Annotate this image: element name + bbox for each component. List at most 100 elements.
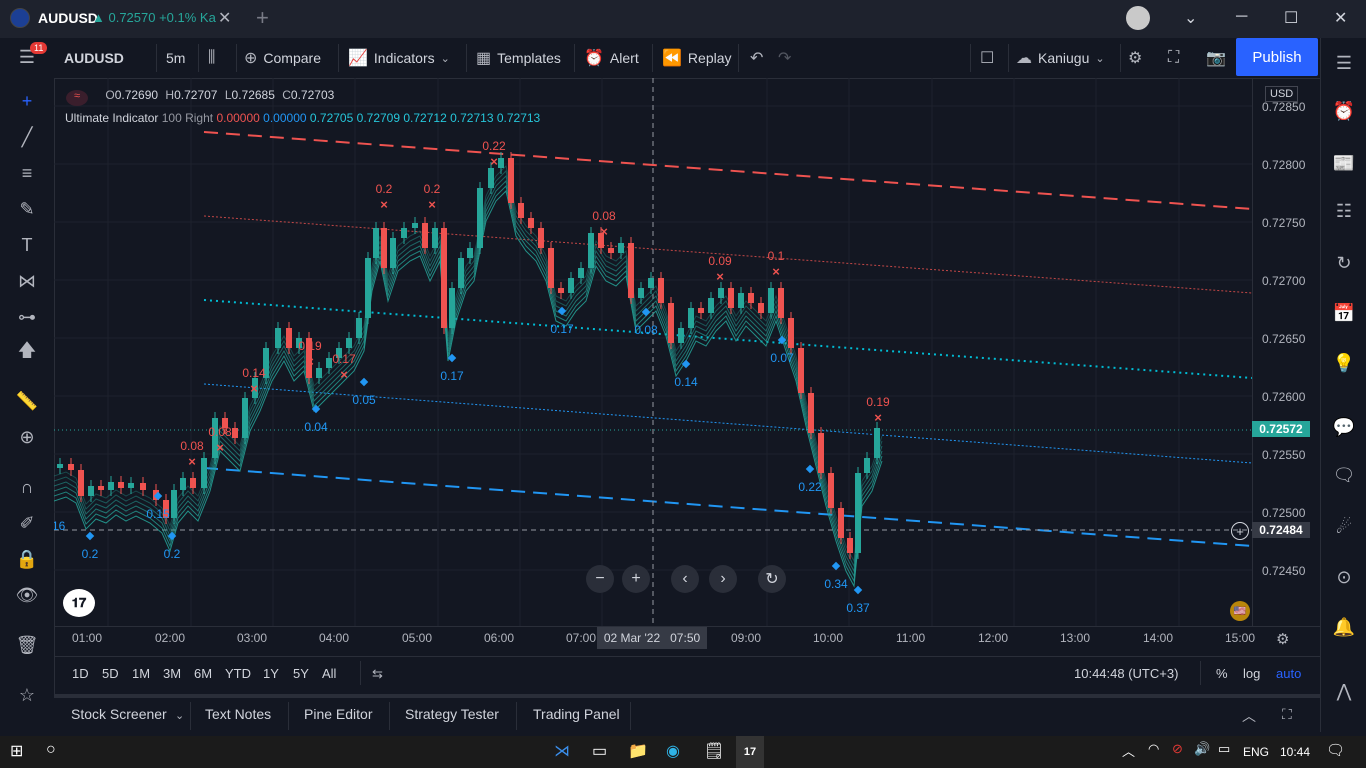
volume-icon[interactable]: 🔊: [1194, 741, 1211, 756]
symbol-search-button[interactable]: AUDUSD: [64, 38, 124, 78]
range-3m[interactable]: 3M: [163, 666, 182, 681]
crosshair-icon[interactable]: +: [21, 90, 33, 111]
tab-text-notes[interactable]: Text Notes: [205, 706, 272, 722]
close-window-icon[interactable]: ✕: [1334, 10, 1348, 27]
chat-icon[interactable]: 💬: [1332, 416, 1356, 437]
series-icon[interactable]: ≈: [66, 90, 88, 106]
range-1m[interactable]: 1M: [132, 666, 151, 681]
tab-strategy-tester[interactable]: Strategy Tester: [405, 706, 499, 722]
chart-type-button[interactable]: ⫼: [208, 38, 215, 78]
arrow-up-icon[interactable]: 🡅: [17, 340, 37, 360]
date-range-icon[interactable]: ⇆: [372, 666, 383, 681]
redo-button[interactable]: ↷: [778, 38, 791, 78]
zoom-in-button[interactable]: +: [622, 565, 650, 593]
maximize-icon[interactable]: ☐: [1284, 10, 1299, 27]
zoom-icon[interactable]: ⊕: [19, 426, 35, 447]
edge-icon[interactable]: ◉: [666, 743, 680, 760]
alert-button[interactable]: ⏰ Alert: [584, 38, 639, 78]
windows-start-icon[interactable]: ⊞: [10, 743, 24, 760]
range-5d[interactable]: 5D: [102, 666, 119, 681]
trendline-icon[interactable]: ╱: [21, 126, 33, 147]
close-tab-icon[interactable]: ✕: [218, 10, 232, 27]
currency-select[interactable]: USD: [1265, 86, 1299, 102]
trash-icon[interactable]: 🗑: [15, 634, 39, 655]
language-indicator[interactable]: ENG: [1243, 745, 1270, 759]
tradingview-app-icon[interactable]: 17: [736, 736, 764, 768]
avatar[interactable]: [1126, 6, 1150, 30]
chat-private-icon[interactable]: 🗨: [1332, 464, 1356, 485]
prediction-icon[interactable]: ⊶: [18, 306, 36, 327]
price-axis[interactable]: [1252, 78, 1321, 626]
gear-icon[interactable]: ⚙: [1276, 631, 1290, 648]
snapshot-button[interactable]: 📷: [1206, 38, 1226, 78]
news-icon[interactable]: 📰: [1332, 152, 1356, 173]
broadcast-icon[interactable]: ⊙: [1336, 566, 1352, 587]
range-all[interactable]: All: [322, 666, 337, 681]
chevron-up-icon[interactable]: ︿: [1242, 708, 1256, 724]
tab-stock-screener[interactable]: Stock Screener: [71, 706, 167, 722]
order-panel-icon[interactable]: ⋀: [1336, 680, 1352, 701]
browser-tab-audusd[interactable]: AUDUSD ▲ 0.72570 +0.1% Ka ✕: [0, 0, 242, 36]
star-icon[interactable]: ☆: [18, 684, 36, 705]
streams-icon[interactable]: ☄: [1335, 516, 1353, 537]
compare-button[interactable]: ⊕ Compare: [244, 38, 321, 78]
price-chart[interactable]: ×0.22×0.2×0.2×0.08×0.19×0.17×0.14×0.08×0…: [54, 78, 1252, 626]
vscode-icon[interactable]: ⋊: [554, 743, 570, 760]
indicators-button[interactable]: 📈 Indicators ⌄: [348, 38, 450, 78]
interval-button[interactable]: 5m: [166, 38, 185, 78]
range-5y[interactable]: 5Y: [293, 666, 309, 681]
clock-label[interactable]: 10:44:48 (UTC+3): [1074, 666, 1179, 681]
scroll-left-button[interactable]: ‹: [671, 565, 699, 593]
scroll-right-button[interactable]: ›: [709, 565, 737, 593]
folder-icon[interactable]: 📁: [628, 743, 648, 760]
bell-icon[interactable]: 🔔: [1332, 616, 1356, 637]
indicator-legend[interactable]: Ultimate Indicator 100 Right 0.00000 0.0…: [65, 111, 540, 125]
zoom-out-button[interactable]: −: [586, 565, 614, 593]
chevron-down-icon[interactable]: ⌄: [175, 710, 185, 722]
notepad-icon[interactable]: 🗒: [704, 743, 725, 760]
chevron-up-icon[interactable]: ︿: [1122, 744, 1136, 759]
tradingview-logo[interactable]: 𝟏𝟕: [63, 589, 95, 617]
magnet-icon[interactable]: ∩: [20, 476, 34, 497]
search-circle-icon[interactable]: ○: [46, 741, 56, 758]
range-6m[interactable]: 6M: [194, 666, 213, 681]
settings-button[interactable]: ⚙: [1128, 38, 1142, 78]
range-ytd[interactable]: YTD: [225, 666, 251, 681]
minimize-icon[interactable]: ─: [1236, 8, 1248, 25]
new-tab-icon[interactable]: +: [256, 5, 269, 30]
network-warning-icon[interactable]: ⊘: [1172, 741, 1183, 756]
terminal-icon[interactable]: ▭: [592, 743, 608, 760]
lock-icon[interactable]: 🔒: [15, 548, 39, 569]
text-tool-icon[interactable]: T: [21, 234, 33, 255]
wifi-icon[interactable]: ◠: [1148, 741, 1160, 756]
time-axis[interactable]: [54, 626, 1320, 655]
undo-button[interactable]: ↶: [750, 38, 763, 78]
pattern-icon[interactable]: ⋈: [18, 270, 36, 291]
layout-select-button[interactable]: ☐: [980, 38, 994, 78]
us-flag-icon[interactable]: 🇺🇸: [1230, 601, 1250, 621]
alarm-clock-icon[interactable]: ⏰: [1332, 100, 1356, 121]
ideas-icon[interactable]: 💡: [1332, 352, 1356, 373]
ruler-icon[interactable]: 📏: [15, 390, 39, 411]
battery-icon[interactable]: ▭: [1218, 741, 1231, 756]
publish-button[interactable]: Publish: [1236, 38, 1318, 76]
chevron-down-icon[interactable]: ⌄: [1184, 10, 1198, 27]
tab-pine-editor[interactable]: Pine Editor: [304, 706, 373, 722]
replay-button[interactable]: ⏪ Replay: [662, 38, 732, 78]
list-icon[interactable]: ☷: [1335, 200, 1353, 221]
layout-name-button[interactable]: ☁ Kaniugu ⌄: [1016, 38, 1105, 78]
notifications-icon[interactable]: 🗨: [1326, 742, 1346, 759]
percent-toggle[interactable]: %: [1216, 666, 1228, 681]
range-1y[interactable]: 1Y: [263, 666, 279, 681]
eye-icon[interactable]: 👁: [15, 584, 39, 605]
stay-in-drawing-icon[interactable]: ✐: [19, 512, 35, 533]
fib-lines-icon[interactable]: ≡: [21, 162, 33, 183]
tab-trading-panel[interactable]: Trading Panel: [533, 706, 620, 722]
taskbar-clock[interactable]: 10:44: [1280, 745, 1311, 759]
auto-toggle[interactable]: auto: [1276, 666, 1302, 681]
templates-button[interactable]: ▦ Templates: [476, 38, 561, 78]
log-toggle[interactable]: log: [1243, 666, 1261, 681]
brush-icon[interactable]: ✎: [19, 198, 35, 219]
reset-chart-button[interactable]: ↻: [758, 565, 786, 593]
maximize-panel-icon[interactable]: ⛶: [1282, 706, 1292, 722]
